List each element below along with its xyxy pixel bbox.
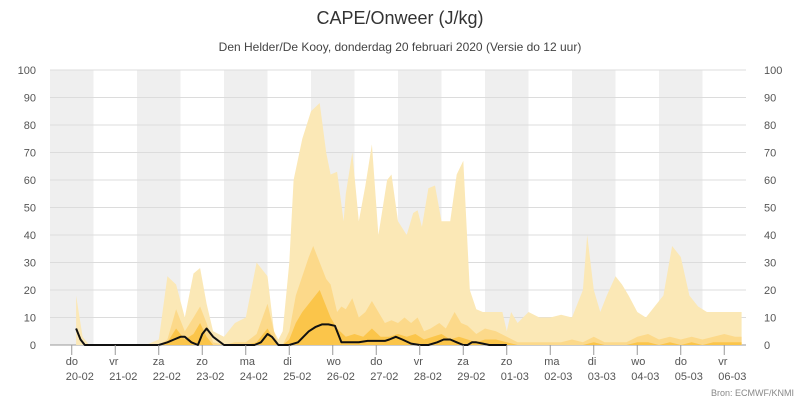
x-tick-date: 02-03 [544, 371, 572, 383]
y-tick-label-right: 70 [764, 148, 776, 160]
y-tick-label-left: 10 [24, 313, 36, 325]
x-tick-day: za [457, 356, 470, 368]
series-layer [75, 103, 742, 346]
source-credit: Bron: ECMWF/KNMI [711, 388, 794, 398]
y-tick-label-right: 50 [764, 203, 776, 215]
x-tick-date: 23-02 [196, 371, 224, 383]
x-tick-day: di [283, 356, 292, 368]
x-tick-day: zo [196, 356, 208, 368]
y-tick-label-right: 90 [764, 93, 776, 105]
x-axis: do 20-02 vr 21-02 za 22-02 zo 23-02 ma 24-02 di 25-… [66, 345, 746, 383]
chart-subtitle: Den Helder/De Kooy, donderdag 20 februar… [219, 40, 582, 54]
y-tick-label-right: 100 [764, 65, 782, 77]
y-tick-label-right: 80 [764, 120, 776, 132]
x-tick-date: 04-03 [631, 371, 659, 383]
y-tick-label-right: 30 [764, 258, 776, 270]
x-tick-day: do [675, 356, 687, 368]
y-tick-label-right: 40 [764, 230, 776, 242]
y-tick-label-left: 60 [24, 175, 36, 187]
x-tick-date: 06-03 [718, 371, 746, 383]
x-tick-date: 26-02 [327, 371, 355, 383]
x-tick-date: 21-02 [109, 371, 137, 383]
x-tick-date: 22-02 [153, 371, 181, 383]
x-tick-day: vr [109, 356, 119, 368]
x-tick-date: 03-03 [588, 371, 616, 383]
x-tick-day: di [588, 356, 597, 368]
y-tick-label-left: 70 [24, 148, 36, 160]
x-tick-date: 01-03 [501, 371, 529, 383]
y-tick-label-left: 0 [30, 340, 36, 352]
x-tick-date: 29-02 [457, 371, 485, 383]
y-axis: 0 0 10 10 20 20 30 30 40 40 50 50 60 60 70 70 80 80 90 90 10… [18, 65, 783, 352]
y-tick-label-left: 100 [18, 65, 36, 77]
series-median-line [75, 323, 507, 346]
x-tick-day: do [66, 356, 78, 368]
x-tick-date: 24-02 [240, 371, 268, 383]
y-tick-label-left: 50 [24, 203, 36, 215]
x-tick-date: 20-02 [66, 371, 94, 383]
y-tick-label-right: 10 [764, 313, 776, 325]
x-tick-day: zo [501, 356, 513, 368]
x-tick-date: 28-02 [414, 371, 442, 383]
y-tick-label-left: 20 [24, 285, 36, 297]
series-upper-area [76, 103, 742, 345]
x-tick-day: ma [544, 356, 560, 368]
x-tick-day: wo [326, 356, 341, 368]
series-mid-area [97, 246, 742, 345]
chart-title: CAPE/Onweer (J/kg) [316, 8, 483, 28]
y-tick-label-left: 30 [24, 258, 36, 270]
y-tick-label-left: 90 [24, 93, 36, 105]
y-tick-label-right: 20 [764, 285, 776, 297]
x-tick-date: 05-03 [675, 371, 703, 383]
y-tick-label-right: 0 [764, 340, 770, 352]
x-tick-day: do [370, 356, 382, 368]
x-tick-day: wo [630, 356, 645, 368]
x-tick-day: vr [414, 356, 424, 368]
y-tick-label-left: 40 [24, 230, 36, 242]
x-tick-date: 25-02 [283, 371, 311, 383]
x-tick-date: 27-02 [370, 371, 398, 383]
x-tick-day: vr [718, 356, 728, 368]
y-tick-label-right: 60 [764, 175, 776, 187]
x-tick-day: ma [240, 356, 256, 368]
x-tick-day: za [153, 356, 166, 368]
y-tick-label-left: 80 [24, 120, 36, 132]
